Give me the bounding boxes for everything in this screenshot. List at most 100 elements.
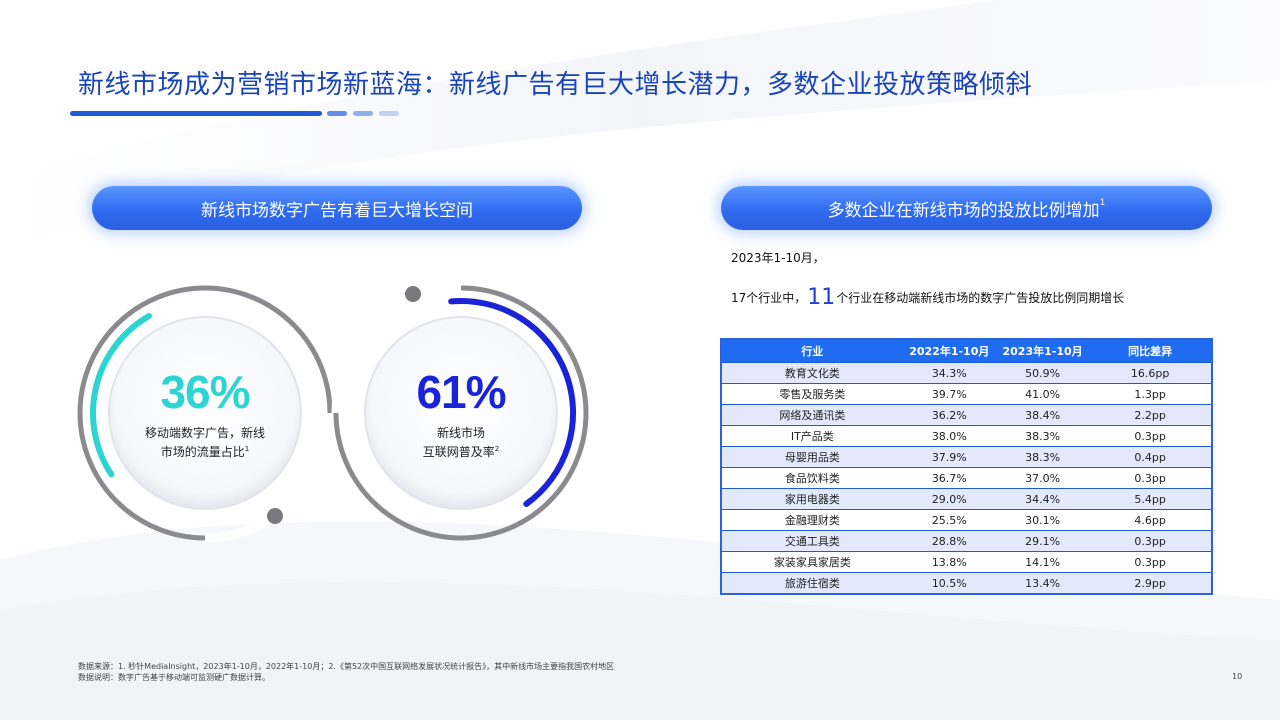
table-row: 家用电器类 29.0% 34.4% 5.4pp <box>721 488 1212 510</box>
cell-2022: 37.9% <box>902 446 996 468</box>
cell-2023: 41.0% <box>995 383 1090 405</box>
cell-2023: 30.1% <box>995 509 1090 531</box>
footer-notes: 数据来源：1. 秒针MediaInsight，2023年1-10月，2022年1… <box>78 661 614 683</box>
cell-diff: 0.4pp <box>1089 446 1212 468</box>
gauge-1-value-arc <box>90 313 152 478</box>
cell-2023: 38.3% <box>995 446 1090 468</box>
intro-suffix: 个行业在移动端新线市场的数字广告投放比例同期增长 <box>836 291 1125 305</box>
col-header-industry: 行业 <box>721 339 903 363</box>
gauge-2-knob <box>405 286 421 302</box>
cell-2022: 13.8% <box>902 551 996 573</box>
table-row: IT产品类 38.0% 38.3% 0.3pp <box>721 425 1212 447</box>
gauge-1-label: 移动端数字广告，新线 市场的流量占比1 <box>125 425 285 460</box>
table-row: 教育文化类 34.3% 50.9% 16.6pp <box>721 362 1212 384</box>
right-panel-header-footnote: 1 <box>1099 198 1106 208</box>
cell-industry: 母婴用品类 <box>721 446 903 468</box>
gauge-2-footnote: 2 <box>494 445 500 453</box>
cell-2023: 38.4% <box>995 404 1090 426</box>
gauge-2-label-line2: 互联网普及率 <box>422 445 495 459</box>
cell-2022: 28.8% <box>902 530 996 552</box>
gauge-1-knob <box>267 508 283 524</box>
cell-2023: 34.4% <box>995 488 1090 510</box>
cell-diff: 0.3pp <box>1089 530 1212 552</box>
gauge-2-text: 61% 新线市场 互联网普及率2 <box>381 365 541 460</box>
gauge-1-value: 36% <box>160 366 250 418</box>
cell-industry: 交通工具类 <box>721 530 903 552</box>
cell-diff: 2.9pp <box>1089 572 1212 594</box>
cell-diff: 4.6pp <box>1089 509 1212 531</box>
intro-line-1: 2023年1-10月， <box>731 251 825 265</box>
table-row: 家装家具家居类 13.8% 14.1% 0.3pp <box>721 551 1212 573</box>
cell-diff: 0.3pp <box>1089 425 1212 447</box>
cell-diff: 2.2pp <box>1089 404 1212 426</box>
cell-industry: 家用电器类 <box>721 488 903 510</box>
cell-industry: 零售及服务类 <box>721 383 903 405</box>
cell-industry: 食品饮料类 <box>721 467 903 489</box>
cell-industry: 教育文化类 <box>721 362 903 384</box>
gauge-1-footnote: 1 <box>244 445 250 453</box>
intro-highlight-count: 11 <box>807 285 836 310</box>
cell-industry: 金融理财类 <box>721 509 903 531</box>
page-title: 新线市场成为营销市场新蓝海：新线广告有巨大增长潜力，多数企业投放策略倾斜 <box>78 70 1033 100</box>
title-underline <box>70 111 322 116</box>
gauge-1-label-line2: 市场的流量占比 <box>160 445 245 459</box>
cell-2022: 10.5% <box>902 572 996 594</box>
cell-industry: 旅游住宿类 <box>721 572 903 594</box>
gauge-internet-penetration <box>331 283 589 541</box>
gauge-2-disc <box>364 316 558 510</box>
gauge-2-label: 新线市场 互联网普及率2 <box>381 425 541 460</box>
gauge-1-label-line1: 移动端数字广告，新线 <box>144 426 265 440</box>
table-row: 交通工具类 28.8% 29.1% 0.3pp <box>721 530 1212 552</box>
table-row: 旅游住宿类 10.5% 13.4% 2.9pp <box>721 572 1212 594</box>
cell-diff: 1.3pp <box>1089 383 1212 405</box>
table-row: 网络及通讯类 36.2% 38.4% 2.2pp <box>721 404 1212 426</box>
cell-diff: 5.4pp <box>1089 488 1212 510</box>
cell-2023: 37.0% <box>995 467 1090 489</box>
intro-line-2: 17个行业中，11个行业在移动端新线市场的数字广告投放比例同期增长 <box>731 285 1124 310</box>
cell-industry: 网络及通讯类 <box>721 404 903 426</box>
gauge-1-gap-mask <box>204 412 335 543</box>
table-body: 教育文化类 34.3% 50.9% 16.6pp 零售及服务类 39.7% 41.0% 1.3… <box>721 362 1212 594</box>
cell-2022: 36.2% <box>902 404 996 426</box>
cell-industry: IT产品类 <box>721 425 903 447</box>
industry-table: 行业 2022年1-10月 2023年1-10月 同比差异 教育文化类 34.3%… <box>720 338 1213 595</box>
col-header-2023: 2023年1-10月 <box>995 339 1090 363</box>
cell-diff: 0.3pp <box>1089 467 1212 489</box>
cell-2023: 38.3% <box>995 425 1090 447</box>
cell-2023: 50.9% <box>995 362 1090 384</box>
gauge-2-value: 61% <box>416 366 506 418</box>
cell-2022: 25.5% <box>902 509 996 531</box>
right-panel-header: 多数企业在新线市场的投放比例增加 1 <box>721 186 1212 230</box>
cell-2022: 29.0% <box>902 488 996 510</box>
cell-2023: 13.4% <box>995 572 1090 594</box>
title-underline-dash-1 <box>327 111 347 116</box>
gauge-1-text: 36% 移动端数字广告，新线 市场的流量占比1 <box>125 365 285 460</box>
left-panel-header: 新线市场数字广告有着巨大增长空间 <box>92 186 582 230</box>
intro-prefix: 17个行业中， <box>731 291 807 305</box>
footer-note: 数据说明：数字广告基于移动端可监测硬广数据计算。 <box>78 673 270 682</box>
gauge-1-disc <box>108 316 302 510</box>
cell-2022: 36.7% <box>902 467 996 489</box>
table-row: 母婴用品类 37.9% 38.3% 0.4pp <box>721 446 1212 468</box>
gauge-2-gap-mask <box>331 283 462 414</box>
cell-2022: 34.3% <box>902 362 996 384</box>
col-header-2022: 2022年1-10月 <box>902 339 996 363</box>
cell-diff: 16.6pp <box>1089 362 1212 384</box>
gauge-mobile-traffic-share <box>77 285 335 543</box>
title-underline-dash-2 <box>353 111 373 116</box>
cell-2022: 38.0% <box>902 425 996 447</box>
title-underline-dash-3 <box>379 111 399 116</box>
cell-industry: 家装家具家居类 <box>721 551 903 573</box>
left-panel-header-text: 新线市场数字广告有着巨大增长空间 <box>201 200 473 221</box>
cell-2022: 39.7% <box>902 383 996 405</box>
table-row: 金融理财类 25.5% 30.1% 4.6pp <box>721 509 1212 531</box>
col-header-diff: 同比差异 <box>1089 339 1212 363</box>
cell-2023: 29.1% <box>995 530 1090 552</box>
table-row: 食品饮料类 36.7% 37.0% 0.3pp <box>721 467 1212 489</box>
footer-source: 数据来源：1. 秒针MediaInsight，2023年1-10月，2022年1… <box>78 662 615 671</box>
right-panel-header-text: 多数企业在新线市场的投放比例增加 <box>827 200 1100 221</box>
cell-diff: 0.3pp <box>1089 551 1212 573</box>
gauge-2-value-arc <box>448 297 577 507</box>
table-header-row: 行业 2022年1-10月 2023年1-10月 同比差异 <box>721 339 1212 363</box>
